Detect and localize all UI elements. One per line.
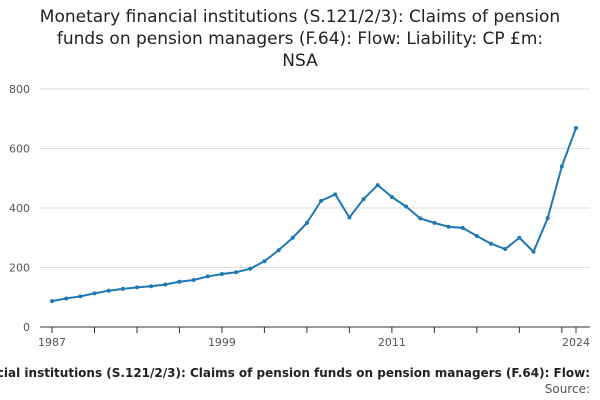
source-label: Source: <box>544 382 590 396</box>
chart-title-line-2: funds on pension managers (F.64): Flow: … <box>56 29 544 49</box>
data-point <box>319 198 324 203</box>
data-point <box>191 277 196 282</box>
data-point <box>517 235 522 240</box>
data-point <box>404 204 409 209</box>
data-point <box>276 248 281 253</box>
data-point <box>446 224 451 229</box>
chart-title-line-3: NSA <box>282 51 318 71</box>
data-point <box>333 192 338 197</box>
x-axis: 1987 1999 2011 2024 <box>38 326 590 349</box>
series-footer-label: Monetary financial institutions (S.121/2… <box>0 366 600 382</box>
data-point <box>149 284 154 289</box>
data-point <box>262 259 267 264</box>
data-point <box>205 274 210 279</box>
data-point <box>389 194 394 199</box>
series-points <box>50 125 578 304</box>
data-point <box>177 279 182 284</box>
data-point <box>559 164 564 169</box>
y-tick-label: 600 <box>9 143 30 156</box>
series-line-path <box>51 127 577 303</box>
data-point <box>234 270 239 275</box>
data-point <box>531 249 536 254</box>
y-tick-label: 200 <box>9 262 30 275</box>
series-line <box>51 127 577 303</box>
series-footer-text: Monetary financial institutions (S.121/2… <box>0 366 590 380</box>
x-tick-label: 1999 <box>208 336 236 349</box>
data-point <box>375 183 380 188</box>
y-tick-label: 0 <box>23 321 30 334</box>
x-tick-label: 1987 <box>38 336 66 349</box>
x-tick-label: 2011 <box>378 336 406 349</box>
data-point <box>361 197 366 202</box>
data-point <box>64 296 69 301</box>
gridlines <box>40 88 590 328</box>
data-point <box>50 299 54 304</box>
y-tick-label: 800 <box>9 83 30 96</box>
data-point <box>489 241 494 246</box>
data-point <box>134 285 139 290</box>
data-point <box>545 216 550 221</box>
data-point <box>574 125 578 130</box>
data-point <box>474 233 479 238</box>
chart-title-line-1: Monetary financial institutions (S.121/2… <box>39 7 561 27</box>
data-point <box>92 291 97 296</box>
data-point <box>106 288 111 293</box>
data-point <box>347 215 352 220</box>
y-axis-tick-labels: 0 200 400 600 800 <box>9 83 30 334</box>
data-point <box>304 220 309 225</box>
data-point <box>78 294 83 299</box>
data-point <box>418 216 423 221</box>
data-point <box>460 225 465 230</box>
data-point <box>163 282 168 287</box>
data-point <box>248 266 253 271</box>
data-point <box>219 272 224 277</box>
data-point <box>432 220 437 225</box>
data-point <box>120 286 125 291</box>
x-tick-label: 2024 <box>562 336 590 349</box>
data-point <box>503 247 508 252</box>
y-tick-label: 400 <box>9 202 30 215</box>
chart-title: Monetary financial institutions (S.121/2… <box>0 6 600 72</box>
data-point <box>290 235 295 240</box>
